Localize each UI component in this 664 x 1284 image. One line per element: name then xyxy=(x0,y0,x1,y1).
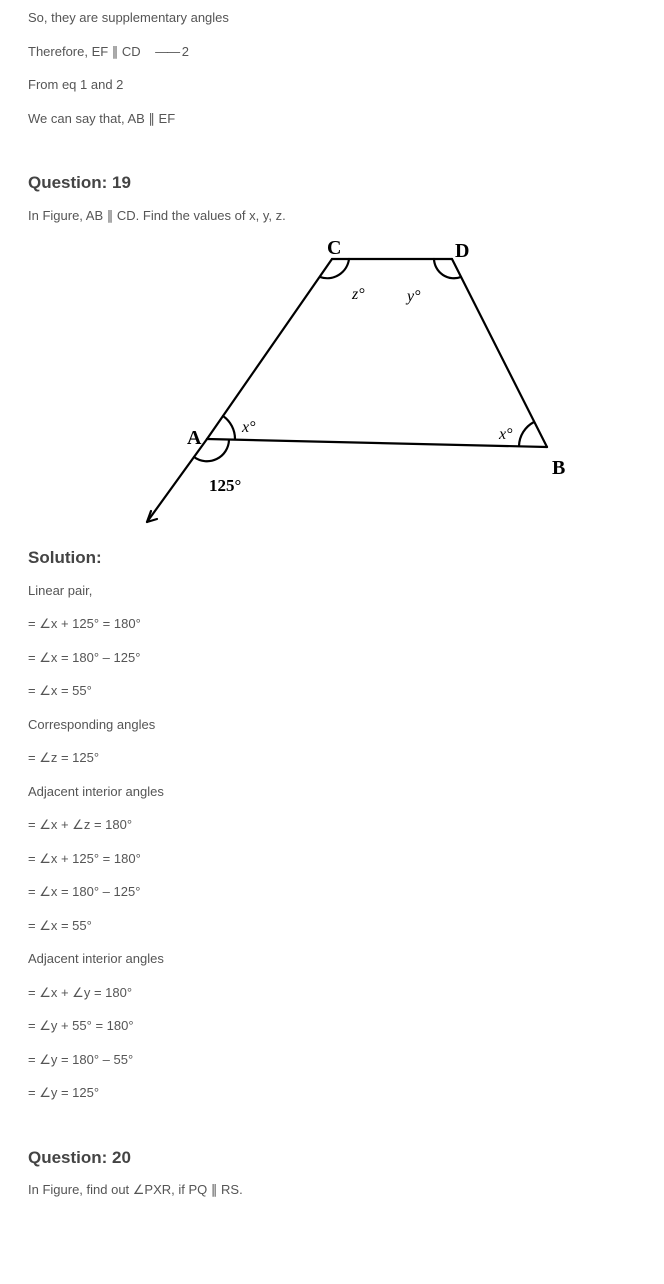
solution-step: = ∠x + ∠z = 180° xyxy=(28,815,636,835)
solution-step: = ∠x + 125° = 180° xyxy=(28,614,636,634)
question-19-prompt: In Figure, AB ∥ CD. Find the values of x… xyxy=(28,206,636,226)
trapezium-diagram: A B C D x° x° z° y° 125° xyxy=(97,239,567,529)
angle-z: z° xyxy=(351,286,365,303)
solution-step: = ∠y + 55° = 180° xyxy=(28,1016,636,1036)
label-C: C xyxy=(327,239,341,259)
angle-y: y° xyxy=(405,288,421,305)
solution-step: = ∠x = 180° – 125° xyxy=(28,882,636,902)
solution-step: Adjacent interior angles xyxy=(28,782,636,802)
solution-step: = ∠x + 125° = 180° xyxy=(28,849,636,869)
question-19-heading: Question: 19 xyxy=(28,170,636,196)
solution-step: Linear pair, xyxy=(28,581,636,601)
intro-line-2a: Therefore, EF ∥ CD xyxy=(28,44,141,59)
angle-x-left: x° xyxy=(241,419,256,436)
intro-line-1: So, they are supplementary angles xyxy=(28,8,636,28)
solution-step: = ∠z = 125° xyxy=(28,748,636,768)
solution-step: = ∠x + ∠y = 180° xyxy=(28,983,636,1003)
solution-step: = ∠x = 55° xyxy=(28,681,636,701)
intro-line-2: Therefore, EF ∥ CD —— 2 xyxy=(28,42,636,62)
label-B: B xyxy=(552,457,565,479)
intro-line-4: We can say that, AB ∥ EF xyxy=(28,109,636,129)
solution-step: Corresponding angles xyxy=(28,715,636,735)
label-D: D xyxy=(455,240,469,262)
question-19-figure: A B C D x° x° z° y° 125° xyxy=(28,239,636,529)
solution-step: = ∠x = 180° – 125° xyxy=(28,648,636,668)
solution-step: = ∠y = 125° xyxy=(28,1083,636,1103)
intro-line-2b: —— 2 xyxy=(155,42,188,62)
solution-heading: Solution: xyxy=(28,545,636,571)
solution-step: = ∠y = 180° – 55° xyxy=(28,1050,636,1070)
label-A: A xyxy=(187,427,202,449)
intro-line-3: From eq 1 and 2 xyxy=(28,75,636,95)
angle-125: 125° xyxy=(209,476,241,495)
angle-x-right: x° xyxy=(498,426,513,443)
solution-step: = ∠x = 55° xyxy=(28,916,636,936)
question-20-prompt: In Figure, find out ∠PXR, if PQ ∥ RS. xyxy=(28,1180,636,1200)
question-20-heading: Question: 20 xyxy=(28,1145,636,1171)
solution-step: Adjacent interior angles xyxy=(28,949,636,969)
